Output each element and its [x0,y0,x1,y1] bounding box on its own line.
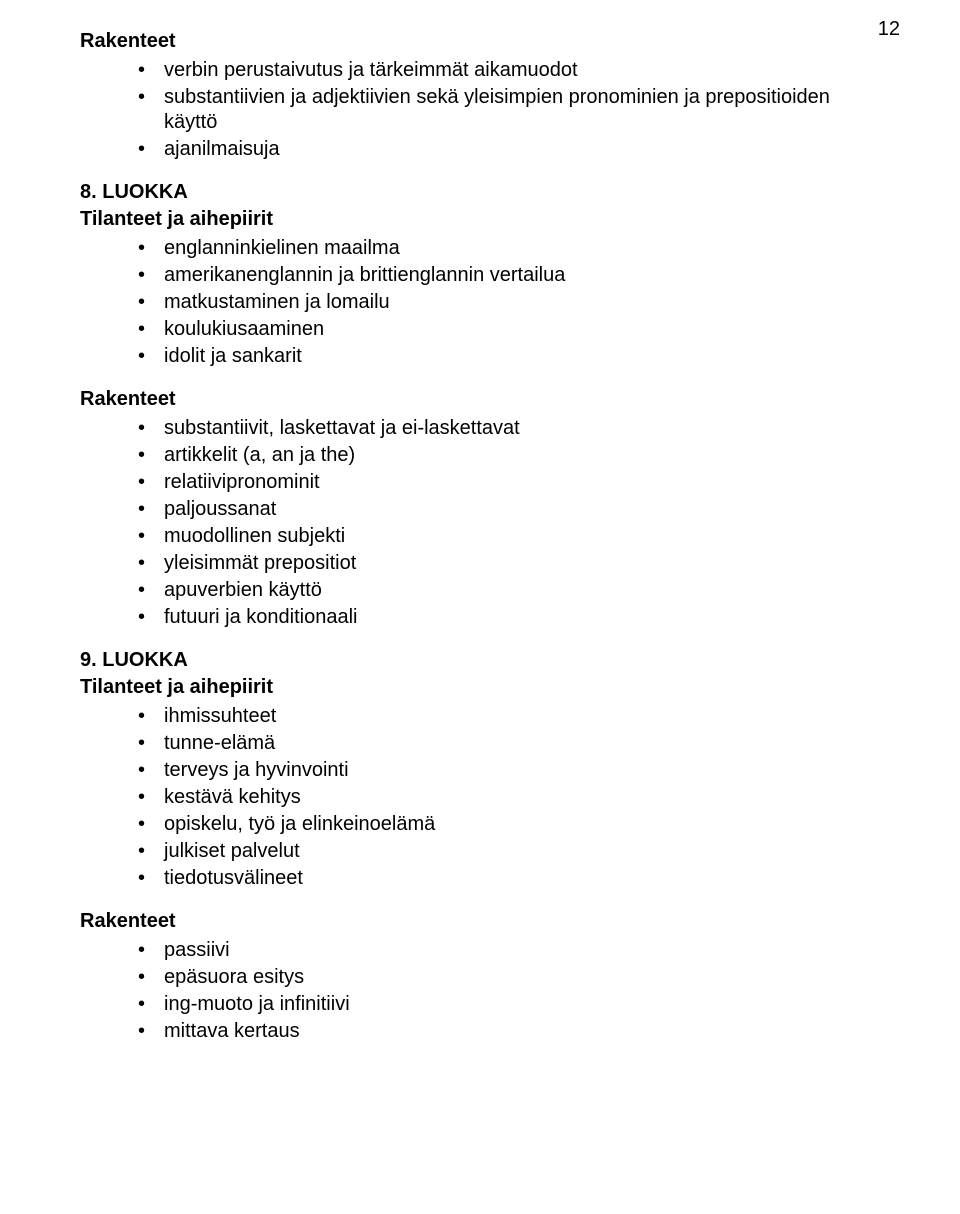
list-item: ing-muoto ja infinitiivi [164,991,880,1018]
list-item: terveys ja hyvinvointi [164,757,880,784]
heading-rakenteet-3: Rakenteet [80,910,880,933]
list-rakenteet-1: verbin perustaivutus ja tärkeimmät aikam… [80,57,880,163]
list-item: substantiivien ja adjektiivien sekä ylei… [164,84,880,136]
list-item: tunne-elämä [164,730,880,757]
list-item: yleisimmät prepositiot [164,550,880,577]
heading-tilanteet-2: Tilanteet ja aihepiirit [80,676,880,699]
list-item: ajanilmaisuja [164,136,880,163]
heading-rakenteet-1: Rakenteet [80,30,880,53]
heading-8-luokka: 8. LUOKKA [80,181,880,204]
list-item: ihmissuhteet [164,703,880,730]
document-page: 12 Rakenteet verbin perustaivutus ja tär… [0,0,960,1214]
list-item: substantiivit, laskettavat ja ei-laskett… [164,415,880,442]
list-item: apuverbien käyttö [164,577,880,604]
list-item: koulukiusaaminen [164,316,880,343]
heading-9-luokka: 9. LUOKKA [80,649,880,672]
list-item: kestävä kehitys [164,784,880,811]
list-item: amerikanenglannin ja brittienglannin ver… [164,262,880,289]
list-item: muodollinen subjekti [164,523,880,550]
list-item: englanninkielinen maailma [164,235,880,262]
list-item: futuuri ja konditionaali [164,604,880,631]
list-item: epäsuora esitys [164,964,880,991]
page-number: 12 [878,18,900,41]
list-tilanteet-1: englanninkielinen maailma amerikanenglan… [80,235,880,370]
list-item: idolit ja sankarit [164,343,880,370]
list-item: mittava kertaus [164,1018,880,1045]
list-item: relatiivipronominit [164,469,880,496]
list-tilanteet-2: ihmissuhteet tunne-elämä terveys ja hyvi… [80,703,880,892]
list-item: opiskelu, työ ja elinkeinoelämä [164,811,880,838]
list-rakenteet-2: substantiivit, laskettavat ja ei-laskett… [80,415,880,631]
list-item: passiivi [164,937,880,964]
list-rakenteet-3: passiivi epäsuora esitys ing-muoto ja in… [80,937,880,1045]
list-item: paljoussanat [164,496,880,523]
list-item: julkiset palvelut [164,838,880,865]
heading-tilanteet-1: Tilanteet ja aihepiirit [80,208,880,231]
list-item: tiedotusvälineet [164,865,880,892]
list-item: artikkelit (a, an ja the) [164,442,880,469]
heading-rakenteet-2: Rakenteet [80,388,880,411]
list-item: matkustaminen ja lomailu [164,289,880,316]
list-item: verbin perustaivutus ja tärkeimmät aikam… [164,57,880,84]
